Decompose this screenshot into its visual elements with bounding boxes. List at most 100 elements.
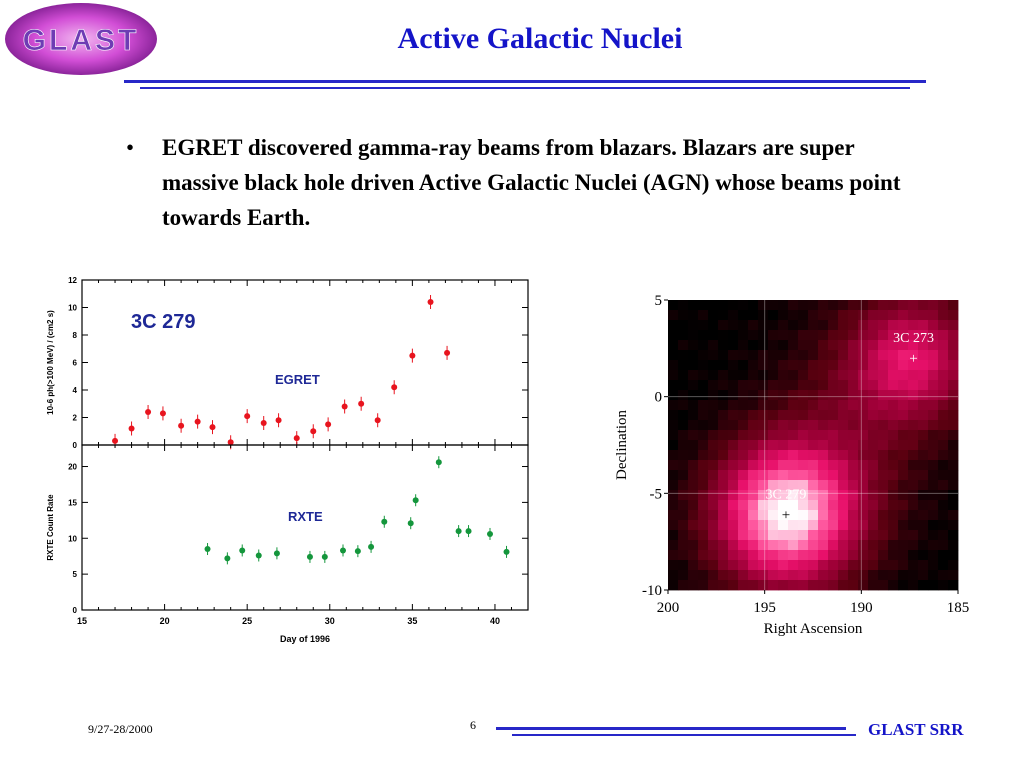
heatmap-cell [818, 380, 829, 391]
heatmap-cell [738, 530, 749, 541]
heatmap-cell [668, 530, 679, 541]
heatmap-cell [728, 490, 739, 501]
heatmap-cell [788, 470, 799, 481]
heatmap-cell [708, 340, 719, 351]
heatmap-cell [688, 530, 699, 541]
heatmap-cell [878, 550, 889, 561]
heatmap-cell [868, 400, 879, 411]
heatmap-cell [718, 540, 729, 551]
heatmap-cell [758, 460, 769, 471]
heatmap-cell [838, 470, 849, 481]
heatmap-cell [818, 490, 829, 501]
heatmap-cell [768, 380, 779, 391]
heatmap-cell [788, 430, 799, 441]
heatmap-cell [838, 540, 849, 551]
heatmap-cell [788, 490, 799, 501]
heatmap-cell [938, 560, 949, 571]
heatmap-cell [788, 320, 799, 331]
heatmap-cell [738, 580, 749, 591]
source-marker: + [782, 508, 790, 524]
heatmap-cell [908, 520, 919, 531]
heatmap-cell [858, 560, 869, 571]
heatmap-cell [888, 490, 899, 501]
heatmap-cell [678, 580, 689, 591]
heatmap-cell [698, 520, 709, 531]
data-point-rxte [306, 553, 313, 560]
heatmap-cell [688, 370, 699, 381]
data-point-egret [194, 418, 201, 425]
heatmap-cell [928, 480, 939, 491]
heatmap-cell [748, 550, 759, 561]
heatmap-cell [688, 520, 699, 531]
heatmap-cell [768, 500, 779, 511]
heatmap-cell [828, 580, 839, 591]
heatmap-cell [928, 470, 939, 481]
heatmap-cell [778, 330, 789, 341]
heatmap-cell [878, 380, 889, 391]
heatmap-cell [828, 520, 839, 531]
heatmap-cell [728, 420, 739, 431]
heatmap-cell [768, 450, 779, 461]
heatmap-cell [698, 510, 709, 521]
heatmap-cell [888, 340, 899, 351]
heatmap-cell [928, 390, 939, 401]
heatmap-cell [918, 440, 929, 451]
heatmap-cell [848, 460, 859, 471]
y-tick-label: 0 [73, 441, 78, 450]
heatmap-cell [758, 500, 769, 511]
heatmap-cell [808, 320, 819, 331]
heatmap-cell [728, 520, 739, 531]
heatmap-cell [828, 570, 839, 581]
heatmap-cell [838, 320, 849, 331]
heatmap-cell [768, 370, 779, 381]
heatmap-cell [868, 540, 879, 551]
heatmap-cell [708, 470, 719, 481]
heatmap-cell [798, 390, 809, 401]
heatmap-cell [878, 510, 889, 521]
heatmap-cell [798, 370, 809, 381]
heatmap-cell [668, 570, 679, 581]
glast-logo: GLAST [5, 3, 157, 75]
heatmap-cell [678, 380, 689, 391]
title-rule-secondary [140, 87, 910, 89]
heatmap-cell [728, 530, 739, 541]
x-tick-label: 15 [77, 616, 87, 626]
heatmap-cell [718, 580, 729, 591]
heatmap-cell [878, 500, 889, 511]
heatmap-cell [748, 330, 759, 341]
heatmap-cell [668, 400, 679, 411]
heatmap-cell [678, 520, 689, 531]
x-axis-label: Day of 1996 [280, 634, 330, 644]
heatmap-cell [728, 320, 739, 331]
x-tick-label: 40 [490, 616, 500, 626]
heatmap-cell [918, 400, 929, 411]
heatmap-cell [768, 410, 779, 421]
heatmap-cell [758, 360, 769, 371]
heatmap-cell [778, 460, 789, 471]
heatmap-cell [798, 470, 809, 481]
heatmap-cell [798, 330, 809, 341]
heatmap-cell [798, 520, 809, 531]
heatmap-cell [748, 470, 759, 481]
heatmap-cell [678, 330, 689, 341]
heatmap-cell [768, 460, 779, 471]
heatmap-cell [828, 550, 839, 561]
heatmap-cell [668, 420, 679, 431]
heatmap-cell [888, 330, 899, 341]
heatmap-cell [708, 560, 719, 571]
heatmap-cell [698, 300, 709, 311]
heatmap-cell [818, 530, 829, 541]
heatmap-cell [788, 310, 799, 321]
heatmap-cell [788, 300, 799, 311]
footer-brand: GLAST SRR [868, 720, 964, 739]
heatmap-cell [698, 500, 709, 511]
heatmap-cell [948, 540, 959, 551]
heatmap-cell [898, 300, 909, 311]
heatmap-cell [808, 430, 819, 441]
heatmap-cell [828, 370, 839, 381]
heatmap-cell [878, 310, 889, 321]
heatmap-cell [908, 350, 919, 361]
x-tick-label: 20 [160, 616, 170, 626]
x-tick-label: 35 [407, 616, 417, 626]
heatmap-cell [808, 500, 819, 511]
